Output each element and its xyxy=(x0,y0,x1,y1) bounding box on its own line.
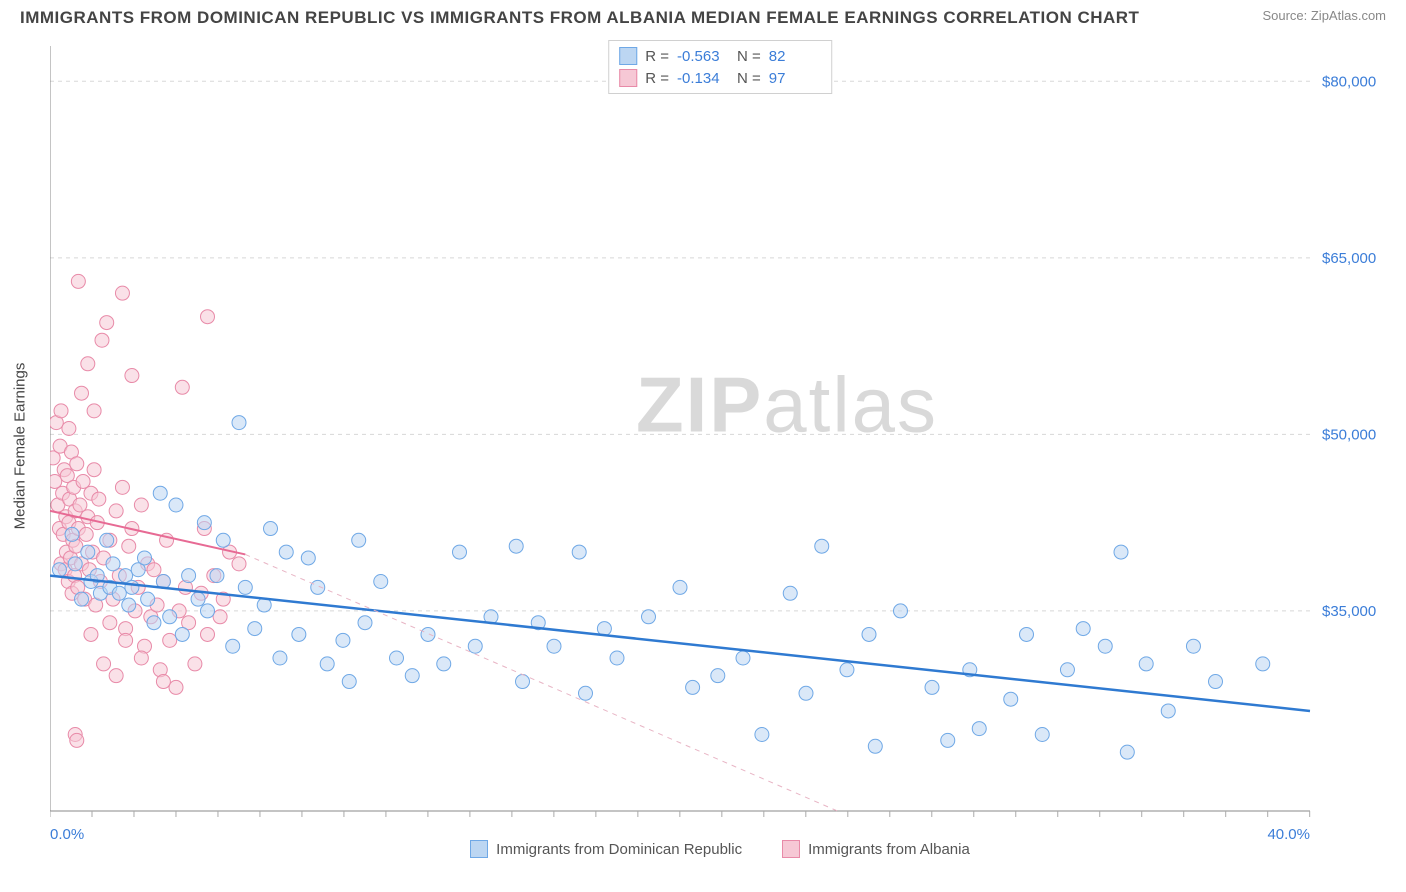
legend-swatch-dominican xyxy=(619,47,637,65)
chart-header: IMMIGRANTS FROM DOMINICAN REPUBLIC VS IM… xyxy=(0,0,1406,28)
svg-text:$65,000: $65,000 xyxy=(1322,250,1376,267)
legend-stats-row-albania: R = -0.134 N = 97 xyxy=(619,67,821,89)
stat-label-r: R = xyxy=(645,48,669,65)
stat-label-n: N = xyxy=(737,70,761,87)
chart-title: IMMIGRANTS FROM DOMINICAN REPUBLIC VS IM… xyxy=(20,8,1139,28)
stat-label-n: N = xyxy=(737,48,761,65)
legend-swatch-albania xyxy=(619,69,637,87)
legend-stats: R = -0.563 N = 82 R = -0.134 N = 97 xyxy=(608,40,832,94)
y-axis-label: Median Female Earnings xyxy=(12,363,29,530)
chart-container: Median Female Earnings ZIPatlas R = -0.5… xyxy=(50,36,1390,856)
svg-text:$80,000: $80,000 xyxy=(1322,73,1376,90)
legend-item-albania: Immigrants from Albania xyxy=(782,840,970,858)
legend-swatch-dominican xyxy=(470,840,488,858)
chart-source: Source: ZipAtlas.com xyxy=(1262,8,1386,23)
svg-text:$35,000: $35,000 xyxy=(1322,603,1376,620)
svg-text:$50,000: $50,000 xyxy=(1322,426,1376,443)
legend-swatch-albania xyxy=(782,840,800,858)
legend-item-dominican: Immigrants from Dominican Republic xyxy=(470,840,742,858)
stat-n-dominican: 82 xyxy=(769,48,821,65)
legend-stats-row-dominican: R = -0.563 N = 82 xyxy=(619,45,821,67)
legend-label-albania: Immigrants from Albania xyxy=(808,841,970,858)
stat-r-dominican: -0.563 xyxy=(677,48,729,65)
stat-n-albania: 97 xyxy=(769,70,821,87)
stat-r-albania: -0.134 xyxy=(677,70,729,87)
scatter-plot: $35,000$50,000$65,000$80,0000.0%40.0% xyxy=(50,36,1390,856)
stat-label-r: R = xyxy=(645,70,669,87)
legend-label-dominican: Immigrants from Dominican Republic xyxy=(496,841,742,858)
legend-series: Immigrants from Dominican Republic Immig… xyxy=(50,840,1390,858)
